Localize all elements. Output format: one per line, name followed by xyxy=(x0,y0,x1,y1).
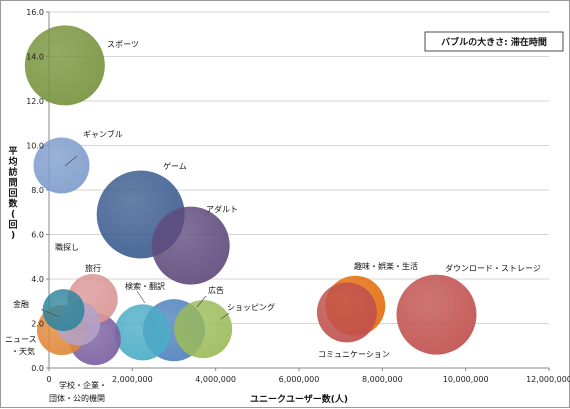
bubble-label-5-line-0: ニュース xyxy=(5,335,37,344)
bubble-circle-4 xyxy=(42,289,85,332)
size-legend-box: バブルの大きさ: 滞在時間 xyxy=(424,31,564,52)
leader-lines xyxy=(40,155,230,320)
bubble-label-9: 検索・翻訳 xyxy=(125,281,165,291)
bubble-circle-9 xyxy=(114,304,171,361)
leader-line-4 xyxy=(220,312,230,320)
bubbles xyxy=(24,25,477,366)
bubble-11 xyxy=(174,300,233,359)
bubble-label-0: スポーツ xyxy=(107,40,139,49)
y-tick-label-0: 0.0 xyxy=(31,364,44,373)
bubble-label-4: 職探し xyxy=(55,242,79,252)
bubble-label-6-line-0: 学校・企業・ xyxy=(59,380,107,390)
bubble-label-2: ゲーム xyxy=(163,161,187,171)
size-legend-text: バブルの大きさ: 滞在時間 xyxy=(441,36,547,48)
x-tick-label-1: 2,000,000 xyxy=(112,375,153,384)
y-tick-label-8: 16.0 xyxy=(26,8,44,17)
x-tick-label-3: 6,000,000 xyxy=(279,375,320,384)
bubble-label-6: 学校・企業・団体・公的機関 xyxy=(49,380,107,403)
y-tick-label-4: 8.0 xyxy=(31,186,44,195)
x-tick-label-0: 0 xyxy=(46,375,51,384)
y-tick-label-2: 4.0 xyxy=(31,275,44,284)
bubble-label-5-line-1: ・天気 xyxy=(11,346,35,356)
bubble-circle-3 xyxy=(151,206,230,285)
bubble-1 xyxy=(33,137,90,194)
bubble-label-11: ショッピング xyxy=(227,302,275,312)
tick-labels: 0.0 2.0 4.0 6.0 8.0 10.0 12.0 14.0 16.0 0 2,000,00… xyxy=(26,8,570,384)
bubble-circle-11 xyxy=(174,300,233,359)
bubble-label-1: ギャンブル xyxy=(83,129,123,139)
bubble-label-3: アダルト xyxy=(206,204,238,214)
x-tick-label-5: 10,000,000 xyxy=(443,375,489,384)
bubble-circle-14 xyxy=(396,274,477,355)
bubble-label-10: 広告 xyxy=(208,285,224,295)
bubble-9 xyxy=(114,304,171,361)
bubble-circle-0 xyxy=(24,25,105,106)
bubble-4 xyxy=(42,289,85,332)
bubble-0 xyxy=(24,25,105,106)
bubble-3 xyxy=(151,206,230,285)
y-tick-label-1: 2.0 xyxy=(31,320,44,329)
bubble-label-8: 金融 xyxy=(13,299,29,309)
y-tick-label-7: 14.0 xyxy=(26,53,44,62)
bubble-label-6-line-1: 団体・公的機関 xyxy=(49,393,105,403)
y-tick-label-6: 12.0 xyxy=(26,97,44,106)
x-tick-label-2: 4,000,000 xyxy=(195,375,236,384)
bubble-label-13: コミュニケーション xyxy=(318,350,390,359)
leader-line-0 xyxy=(64,155,78,167)
bubble-label-12: 趣味・娯楽・生活 xyxy=(354,261,418,271)
y-tick-label-5: 10.0 xyxy=(26,142,44,151)
bubble-label-14: ダウンロード・ストレージ xyxy=(445,263,541,273)
bubble-13 xyxy=(316,282,377,343)
x-axis-title: ユニークユーザー数(人) xyxy=(250,393,348,405)
x-tick-label-4: 8,000,000 xyxy=(362,375,403,384)
leader-line-3 xyxy=(196,295,207,308)
x-tick-label-6: 12,000,000 xyxy=(526,375,570,384)
bubble-label-7: 旅行 xyxy=(85,263,101,273)
y-tick-label-3: 6.0 xyxy=(31,231,44,240)
bubble-14 xyxy=(396,274,477,355)
bubble-circle-13 xyxy=(316,282,377,343)
leader-line-1 xyxy=(40,308,60,318)
y-axis-title: 平均訪問回数(回) xyxy=(8,146,18,241)
bubble-label-5: ニュース・天気 xyxy=(5,335,37,356)
leader-line-2 xyxy=(136,290,146,304)
bubble-circle-1 xyxy=(33,137,90,194)
